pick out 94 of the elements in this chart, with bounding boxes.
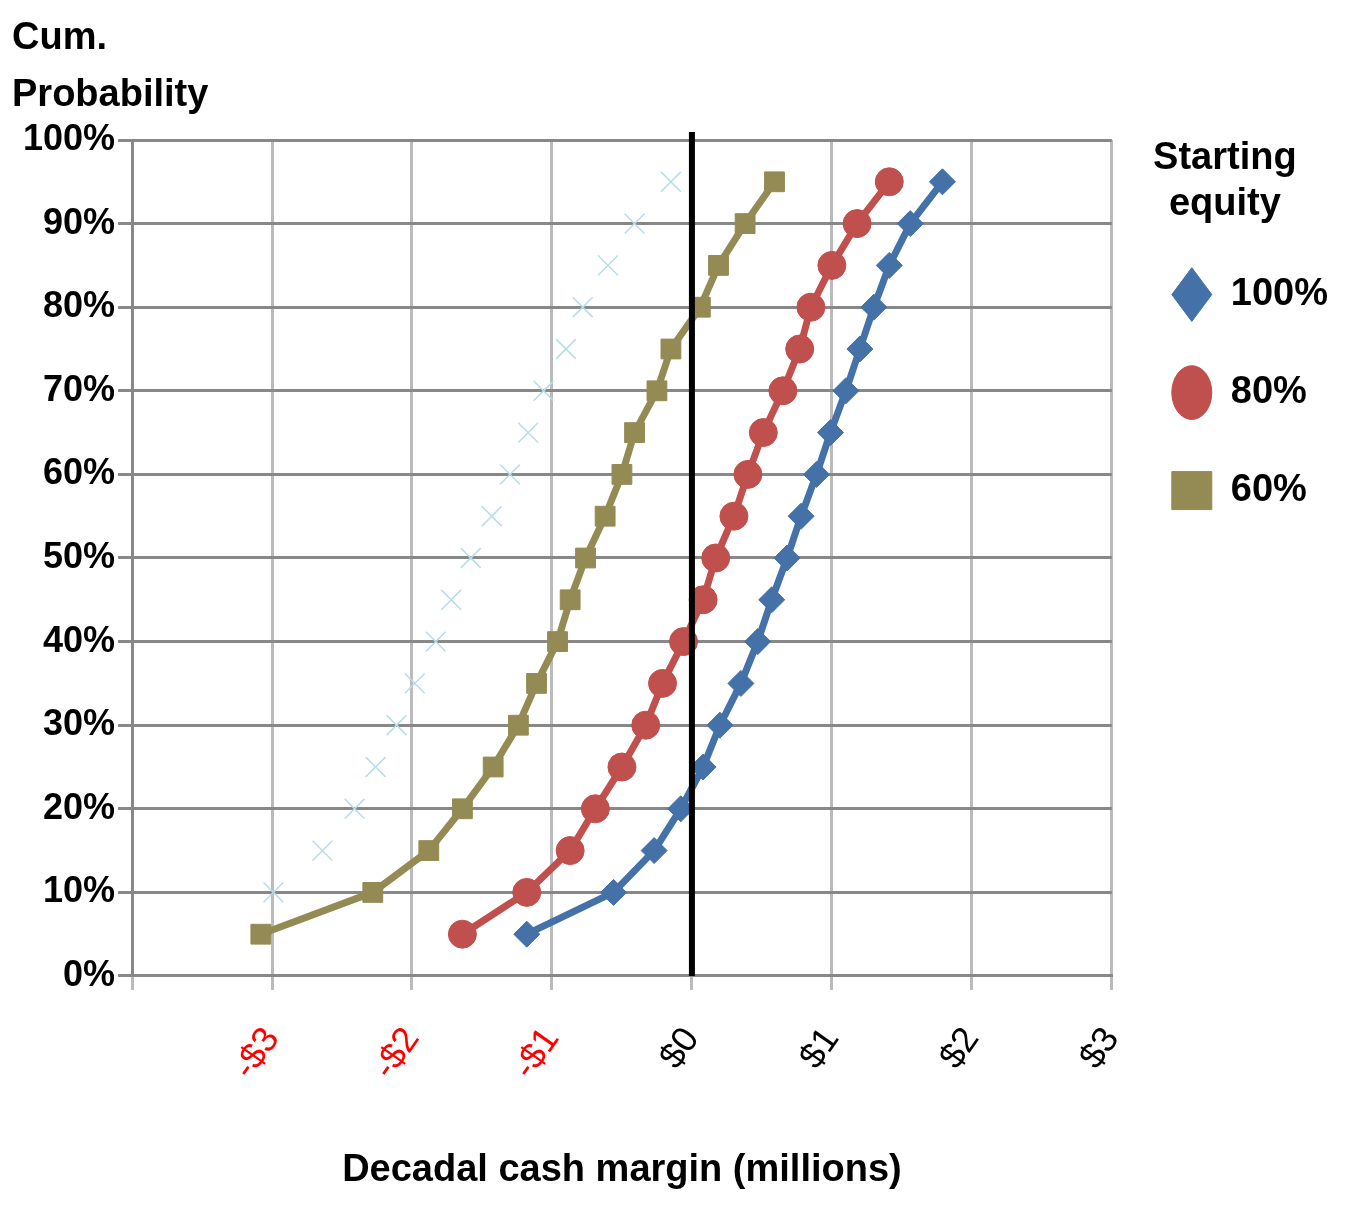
point	[580, 794, 610, 824]
point	[262, 881, 285, 904]
point	[660, 338, 682, 360]
y-tick-label: 50%	[43, 534, 116, 576]
x-axis-title: Decadal cash margin (millions)	[342, 1146, 902, 1189]
point	[802, 460, 830, 488]
point	[532, 380, 555, 402]
y-tick-label: 90%	[43, 200, 116, 242]
legend-label: 80%	[1230, 369, 1307, 412]
point	[311, 839, 334, 862]
point	[460, 547, 482, 569]
point	[547, 631, 568, 652]
point	[631, 710, 661, 740]
point	[250, 923, 272, 945]
point	[660, 171, 682, 193]
y-tick-label: 20%	[43, 785, 116, 827]
y-tick-label: 40%	[43, 618, 116, 660]
point	[343, 798, 366, 820]
point	[526, 673, 547, 694]
point	[555, 338, 577, 360]
point	[646, 380, 668, 402]
point	[512, 877, 542, 907]
legend-label: 100%	[1230, 271, 1329, 314]
point	[624, 422, 645, 443]
y-tick-label: 0%	[63, 952, 116, 994]
point	[364, 756, 387, 778]
point	[404, 672, 426, 695]
point	[575, 547, 596, 569]
point	[758, 586, 786, 614]
point	[517, 421, 539, 444]
x-tick-label: $3	[1069, 1019, 1127, 1076]
point	[594, 505, 616, 527]
point	[607, 752, 637, 782]
point	[928, 168, 956, 196]
y-tick-label: 100%	[23, 116, 116, 158]
point	[640, 837, 668, 865]
point	[785, 334, 815, 364]
point	[734, 213, 756, 234]
x-tick-label: $2	[929, 1019, 987, 1076]
legend-title: Starting equity	[1153, 135, 1297, 224]
point	[385, 714, 408, 736]
point	[719, 501, 749, 531]
x-tick-label: $1	[790, 1019, 847, 1076]
point	[744, 628, 772, 656]
y-axis-title: Cum. Probability	[12, 15, 209, 114]
point	[481, 505, 503, 527]
point	[447, 919, 477, 949]
point	[875, 251, 903, 279]
point	[764, 171, 785, 193]
point	[440, 589, 462, 611]
x-tick-label: -$2	[363, 1019, 427, 1086]
point	[555, 836, 585, 866]
x-tick-label: -$3	[223, 1019, 287, 1086]
point	[816, 419, 844, 447]
point	[874, 167, 904, 197]
y-tick-label: 60%	[43, 451, 116, 493]
point	[451, 798, 473, 820]
point	[832, 377, 860, 405]
point	[482, 756, 504, 778]
point	[768, 376, 798, 406]
point	[727, 669, 755, 697]
x-tick-label: $0	[650, 1019, 707, 1076]
point	[773, 544, 801, 572]
point	[860, 293, 888, 321]
point	[611, 464, 633, 485]
point	[507, 714, 529, 736]
point	[572, 296, 594, 318]
point	[733, 459, 763, 489]
point	[597, 254, 619, 277]
point	[362, 882, 384, 903]
point	[706, 711, 734, 739]
point	[701, 543, 731, 573]
point	[796, 292, 826, 322]
point	[499, 463, 521, 486]
point	[817, 250, 847, 280]
y-tick-label: 70%	[43, 367, 116, 409]
point	[708, 255, 729, 276]
y-tick-label: 10%	[43, 869, 116, 911]
point	[418, 840, 440, 861]
point	[559, 589, 581, 611]
y-tick-label: 30%	[43, 702, 116, 744]
point	[600, 878, 628, 906]
point	[748, 418, 778, 448]
point	[623, 212, 646, 235]
y-tick-label: 80%	[43, 284, 116, 326]
point	[648, 668, 678, 698]
point	[513, 920, 541, 948]
point	[846, 335, 874, 363]
x-tick-label: -$1	[503, 1019, 567, 1086]
point	[787, 502, 815, 530]
point	[896, 210, 924, 238]
point	[425, 630, 447, 653]
point	[842, 209, 872, 239]
legend-label: 60%	[1230, 467, 1307, 510]
